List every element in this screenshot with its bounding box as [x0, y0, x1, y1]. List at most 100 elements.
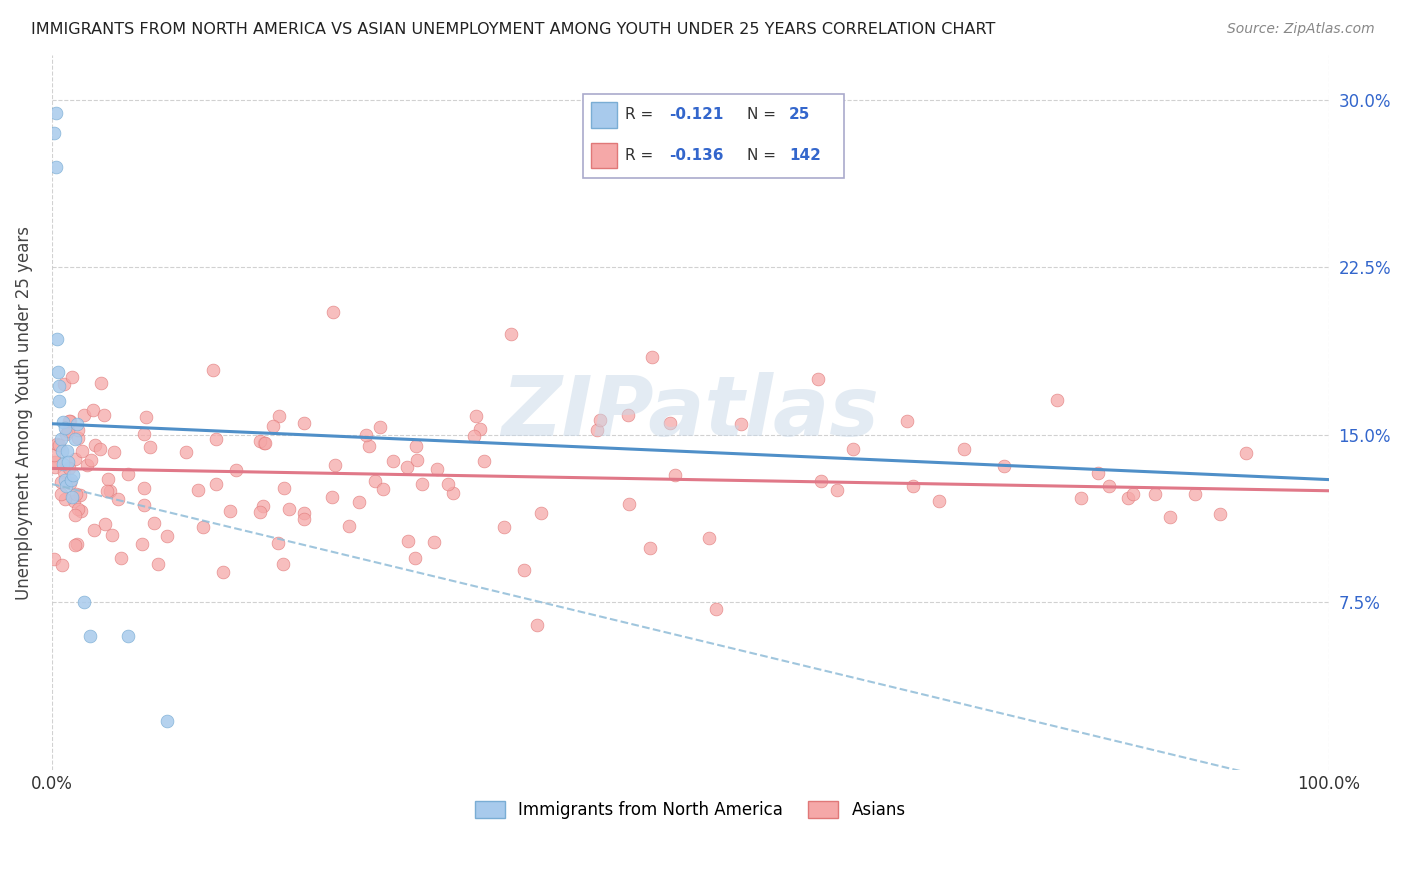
Point	[321, 490, 343, 504]
Text: R =: R =	[626, 148, 658, 163]
Point	[73, 595, 96, 609]
Point	[953, 442, 976, 456]
Point	[58, 461, 80, 475]
Point	[63, 451, 86, 466]
Point	[117, 629, 139, 643]
Point	[807, 372, 830, 386]
Point	[103, 444, 125, 458]
Point	[66, 417, 89, 431]
Point	[66, 502, 89, 516]
Point	[84, 438, 107, 452]
Point	[53, 491, 76, 506]
Point	[249, 505, 271, 519]
Point	[219, 504, 242, 518]
Point	[292, 512, 315, 526]
Point	[132, 427, 155, 442]
Point	[44, 460, 66, 475]
Point	[55, 427, 77, 442]
Point	[585, 423, 607, 437]
Point	[49, 487, 72, 501]
Point	[1098, 479, 1121, 493]
Point	[156, 714, 179, 728]
Point	[465, 409, 488, 423]
Bar	[592, 102, 617, 128]
Point	[58, 475, 80, 490]
Point	[201, 363, 224, 377]
Point	[225, 463, 247, 477]
FancyBboxPatch shape	[583, 94, 844, 178]
Point	[53, 377, 76, 392]
Point	[44, 448, 66, 462]
Point	[1209, 508, 1232, 522]
Point	[135, 409, 157, 424]
Point	[405, 439, 427, 453]
Point	[107, 491, 129, 506]
Point	[44, 126, 66, 140]
Point	[58, 425, 80, 439]
Point	[48, 394, 70, 409]
Point	[1045, 393, 1067, 408]
Point	[262, 419, 284, 434]
Point	[704, 602, 727, 616]
Point	[59, 414, 82, 428]
Point	[1070, 491, 1092, 505]
Point	[132, 498, 155, 512]
Point	[96, 484, 118, 499]
Point	[82, 402, 104, 417]
Point	[530, 507, 553, 521]
Text: R =: R =	[626, 107, 658, 122]
Point	[267, 536, 290, 550]
Text: N =: N =	[748, 148, 782, 163]
Point	[323, 458, 346, 472]
Point	[368, 420, 391, 434]
Point	[896, 414, 918, 428]
Point	[273, 481, 295, 495]
Point	[89, 442, 111, 456]
Point	[69, 488, 91, 502]
Point	[1087, 466, 1109, 480]
Point	[110, 550, 132, 565]
Point	[65, 487, 87, 501]
Point	[58, 455, 80, 469]
Point	[48, 378, 70, 392]
Bar	[592, 143, 617, 169]
Point	[337, 519, 360, 533]
Point	[396, 533, 419, 548]
Point	[65, 537, 87, 551]
Point	[174, 445, 197, 459]
Point	[131, 536, 153, 550]
Point	[1234, 446, 1257, 460]
Point	[51, 443, 73, 458]
Text: Source: ZipAtlas.com: Source: ZipAtlas.com	[1227, 22, 1375, 37]
Point	[659, 416, 682, 430]
Point	[730, 417, 752, 431]
Point	[406, 453, 429, 467]
Point	[354, 428, 377, 442]
Point	[697, 531, 720, 545]
Point	[1144, 487, 1167, 501]
Point	[617, 497, 640, 511]
Point	[55, 479, 77, 493]
Point	[143, 516, 166, 531]
Point	[49, 475, 72, 489]
Point	[589, 413, 612, 427]
Point	[641, 350, 664, 364]
Point	[45, 332, 67, 346]
Point	[44, 551, 66, 566]
Point	[52, 466, 75, 480]
Point	[501, 327, 523, 342]
Point	[146, 557, 169, 571]
Point	[395, 460, 418, 475]
Point	[79, 452, 101, 467]
Point	[63, 433, 86, 447]
Point	[423, 535, 446, 549]
Point	[277, 502, 299, 516]
Point	[48, 438, 70, 452]
Point	[363, 474, 385, 488]
Point	[441, 486, 464, 500]
Point	[617, 408, 640, 422]
Point	[83, 523, 105, 537]
Point	[269, 409, 291, 424]
Point	[98, 483, 121, 498]
Point	[211, 566, 233, 580]
